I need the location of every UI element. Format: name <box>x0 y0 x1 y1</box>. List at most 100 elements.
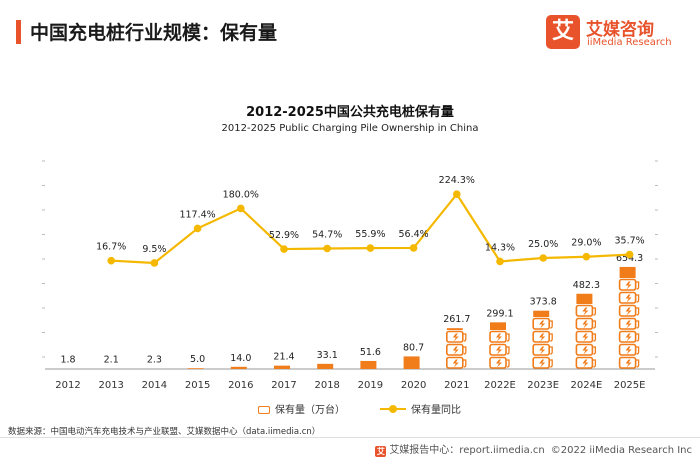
footer-divider <box>0 437 700 438</box>
x-tick-label: 2022E <box>484 380 516 391</box>
bolt-icon <box>452 359 459 368</box>
bar-2020 <box>403 356 420 369</box>
yoy-value-label: 16.7% <box>96 242 126 253</box>
x-tick-label: 2016 <box>228 380 253 391</box>
cable-icon <box>635 320 640 329</box>
yoy-value-label: 224.3% <box>439 175 475 186</box>
bolt-icon <box>625 320 632 329</box>
cable-icon <box>462 333 467 342</box>
bolt-icon <box>582 359 589 368</box>
page-title: 中国充电桩行业规模：保有量 <box>30 22 278 44</box>
pile-partial <box>403 356 420 369</box>
bar-2025E <box>618 266 640 369</box>
yoy-value-label: 180.0% <box>223 189 259 200</box>
bar-value-label: 2.3 <box>147 355 162 366</box>
cable-icon <box>462 359 467 368</box>
bolt-icon <box>625 359 632 368</box>
yoy-point <box>366 244 375 252</box>
cable-icon <box>462 346 467 355</box>
pile-partial <box>274 365 290 369</box>
bolt-icon <box>452 333 459 342</box>
bar-value-label: 654.3 <box>616 253 643 264</box>
pile-partial <box>230 366 247 369</box>
bolt-icon <box>625 307 632 316</box>
bar-value-label: 5.0 <box>190 354 205 365</box>
bar-value-label: 299.1 <box>486 308 513 319</box>
yoy-point <box>280 245 288 253</box>
pile-partial <box>490 322 506 330</box>
report-center-icon: 艾 <box>375 446 387 457</box>
cable-icon <box>506 333 510 342</box>
x-tick-label: 2021 <box>444 380 469 391</box>
yoy-value-label: 9.5% <box>142 244 166 255</box>
bar-value-label: 80.7 <box>403 342 424 353</box>
legend-bar-swatch <box>258 406 270 414</box>
x-tick-label: 2015 <box>185 380 210 391</box>
yoy-value-label: 55.9% <box>355 229 385 240</box>
x-tick-label: 2024E <box>571 380 603 391</box>
legend-line-swatch <box>380 404 406 414</box>
yoy-point <box>193 224 202 233</box>
cable-icon <box>549 359 553 368</box>
yoy-value-label: 29.0% <box>571 238 601 249</box>
legend-item-yoy[interactable]: 保有量同比 <box>380 401 461 416</box>
legend-label-ownership: 保有量（万台） <box>275 405 345 416</box>
bar-2018 <box>317 363 334 369</box>
yoy-value-label: 54.7% <box>312 229 342 240</box>
bolt-icon <box>625 333 632 342</box>
legend-label-yoy: 保有量同比 <box>411 405 461 416</box>
bolt-icon <box>539 333 546 342</box>
bar-value-label: 261.7 <box>443 314 470 325</box>
bolt-icon <box>452 346 459 355</box>
bar-2023E <box>532 310 553 369</box>
bolt-icon <box>582 307 589 316</box>
report-center-link[interactable]: 艾媒报告中心：report.iimedia.cn <box>389 445 545 456</box>
yoy-value-label: 25.0% <box>528 239 558 250</box>
logo-name-cn: 艾媒咨询 <box>586 20 654 40</box>
copyright: ©2022 iiMedia Research Inc <box>550 445 692 456</box>
x-tick-label: 2012 <box>55 380 80 391</box>
pile-partial <box>317 363 334 369</box>
pile-partial <box>533 310 550 317</box>
yoy-value-label: 35.7% <box>615 236 645 247</box>
x-tick-label: 2014 <box>142 380 167 391</box>
legend-item-ownership[interactable]: 保有量（万台） <box>258 401 345 416</box>
cable-icon <box>635 333 640 342</box>
bar-value-label: 51.6 <box>360 347 381 358</box>
bar-value-label: 1.8 <box>60 355 75 366</box>
pile-partial <box>619 266 636 278</box>
bolt-icon <box>625 346 632 355</box>
cable-icon <box>635 281 640 290</box>
cable-icon <box>592 346 597 355</box>
x-tick-label: 2018 <box>314 380 339 391</box>
bolt-icon <box>539 359 546 368</box>
pile-partial <box>360 360 377 369</box>
cable-icon <box>549 333 553 342</box>
cable-icon <box>592 307 597 316</box>
cable-icon <box>592 320 597 329</box>
yoy-point <box>409 244 418 252</box>
bolt-icon <box>496 346 502 355</box>
bolt-icon <box>582 333 589 342</box>
cable-icon <box>635 294 640 303</box>
yoy-point <box>582 252 591 261</box>
cable-icon <box>549 320 553 329</box>
cable-icon <box>635 359 640 368</box>
footer: 艾艾媒报告中心：report.iimedia.cn ©2022 iiMedia R… <box>369 441 692 457</box>
bar-value-label: 21.4 <box>273 352 294 363</box>
yoy-point <box>323 244 332 253</box>
bolt-icon <box>625 281 632 290</box>
yoy-value-label: 14.3% <box>485 242 515 253</box>
bar-value-label: 14.0 <box>230 353 251 364</box>
yoy-value-label: 52.9% <box>269 230 299 241</box>
bar-2015 <box>187 368 204 369</box>
bar-value-label: 2.1 <box>104 355 119 366</box>
bolt-icon <box>582 346 589 355</box>
bar-2022E <box>489 322 510 369</box>
bolt-icon <box>496 359 502 368</box>
bolt-icon <box>539 320 546 329</box>
chart-subtitle: 2012-2025 Public Charging Pile Ownership… <box>221 123 479 134</box>
x-tick-label: 2023E <box>527 380 559 391</box>
cable-icon <box>635 346 640 355</box>
pile-partial <box>187 368 204 369</box>
